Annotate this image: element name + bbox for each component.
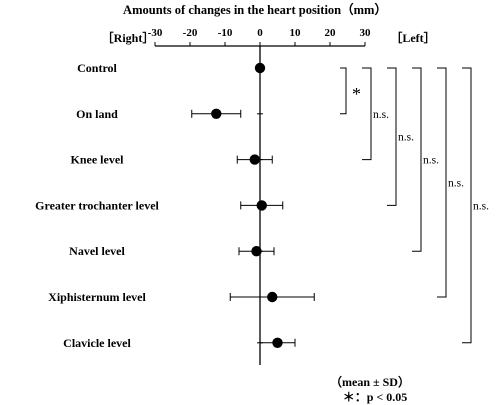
category-labels: Control On land Knee level Greater trochant…: [35, 61, 263, 350]
category-label: On land: [76, 107, 118, 121]
data-point: [249, 154, 260, 165]
footnote-significance: ＊：p < 0.05: [343, 390, 408, 404]
data-point: [251, 246, 262, 257]
significance-bracket: [412, 67, 422, 252]
significance-label: n.s.: [373, 109, 389, 121]
data-point: [272, 337, 283, 348]
category-label: Xiphisternum level: [48, 290, 146, 304]
data-point: [211, 108, 222, 120]
significance-label: n.s.: [473, 200, 489, 212]
significance-label: n.s.: [448, 178, 464, 190]
x-axis: -30 -20 -10 0 10 20 30: [148, 27, 371, 365]
x-tick-label: 10: [290, 27, 302, 39]
significance-bracket: [387, 67, 397, 206]
x-tick-label: 30: [360, 27, 372, 39]
significance-bracket: [462, 67, 472, 344]
significance-bracket: [340, 67, 347, 115]
significance-brackets: * n.s. n.s. n.s. n.s. n.s.: [340, 67, 489, 344]
category-label: Control: [77, 61, 117, 75]
data-point: [256, 200, 267, 211]
x-tick-label: 20: [325, 27, 337, 39]
footnote-mean-sd: （mean ± SD）: [330, 374, 410, 389]
data-point: [267, 291, 278, 303]
data-point: [254, 62, 266, 74]
category-label: Clavicle level: [63, 336, 131, 350]
significance-label: *: [352, 84, 361, 104]
x-tick-label: -10: [218, 27, 233, 39]
significance-label: n.s.: [398, 132, 414, 144]
significance-bracket: [437, 67, 447, 298]
direction-label-left: ［Left］: [390, 30, 435, 45]
significance-label: n.s.: [423, 155, 439, 167]
direction-label-right: ［Right］: [102, 30, 155, 45]
chart-title: Amounts of changes in the heart position…: [123, 2, 387, 17]
category-label: Knee level: [71, 153, 125, 167]
category-label: Greater trochanter level: [35, 198, 159, 212]
x-tick-label: -30: [148, 27, 163, 39]
significance-bracket: [362, 67, 372, 161]
x-tick-label: 0: [257, 27, 263, 39]
data-points: [191, 62, 315, 348]
category-label: Navel level: [69, 244, 125, 258]
x-tick-label: -20: [183, 27, 198, 39]
